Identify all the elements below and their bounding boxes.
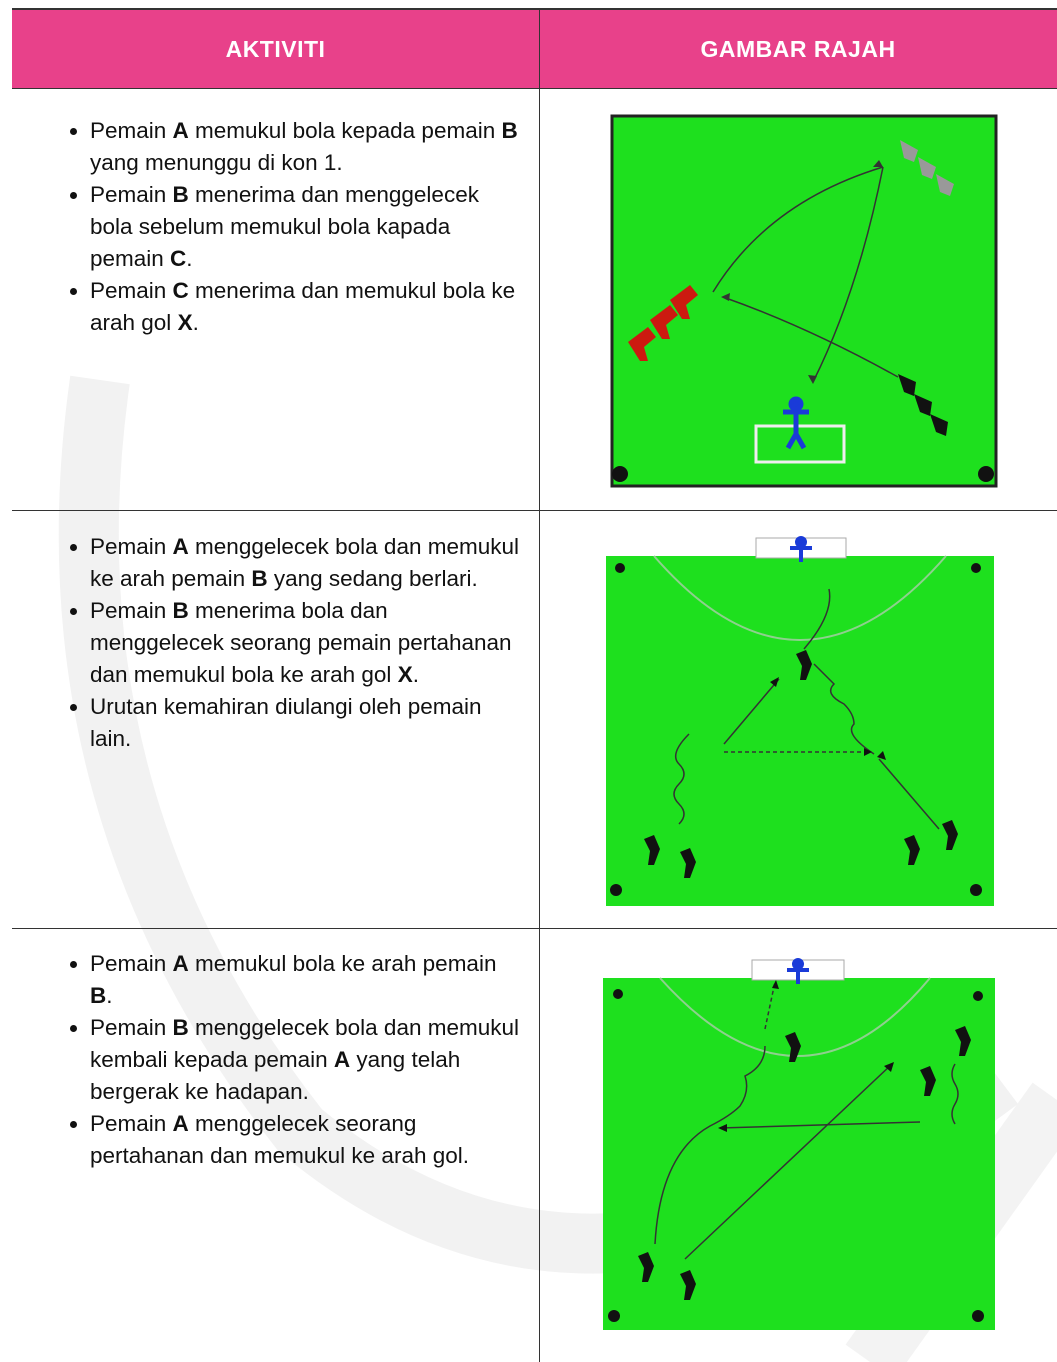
bold-text: A — [172, 118, 189, 143]
bold-text: B — [251, 566, 268, 591]
activity-cell: Pemain A memukul bola ke arah pemain B.P… — [36, 948, 522, 1172]
bullet-item: Urutan kemahiran diulangi oleh pemain la… — [90, 691, 522, 755]
bullet-list: Pemain A memukul bola ke arah pemain B.P… — [36, 948, 522, 1172]
text: menerima bola dan menggelecek seorang pe… — [90, 598, 512, 687]
text: Pemain — [90, 182, 173, 207]
text: Pemain — [90, 1111, 173, 1136]
row-divider — [12, 510, 1057, 511]
bullet-item: Pemain B menerima bola dan menggelecek s… — [90, 595, 522, 691]
bold-text: A — [172, 1111, 189, 1136]
text: menggelecek bola dan memukul kembali kep… — [90, 1015, 519, 1072]
text: Urutan kemahiran diulangi oleh pemain la… — [90, 694, 482, 751]
text: Pemain — [90, 118, 173, 143]
bullet-item: Pemain A menggelecek bola dan memukul ke… — [90, 531, 522, 595]
diagram — [603, 958, 995, 1330]
bold-text: A — [333, 1047, 351, 1072]
activity-cell: Pemain A memukul bola kepada pemain B ya… — [36, 115, 522, 339]
text: Pemain — [90, 534, 173, 559]
row-divider — [12, 88, 1057, 89]
text: . — [412, 662, 419, 687]
bullet-item: Pemain B menerima dan menggelecek bola s… — [90, 179, 522, 275]
text: yang telah bergerak ke hadapan. — [90, 1047, 461, 1104]
bullet-item: Pemain B menggelecek bola dan memukul ke… — [90, 1012, 522, 1108]
header-cell: GAMBAR RAJAH — [700, 36, 896, 62]
text: Pemain — [90, 1015, 173, 1040]
table-header: AKTIVITI GAMBAR RAJAH — [12, 8, 1057, 88]
text: Pemain — [90, 951, 173, 976]
text: Pemain — [90, 278, 173, 303]
row-divider — [12, 928, 1057, 929]
text: . — [106, 983, 113, 1008]
bullet-item: Pemain A memukul bola ke arah pemain B. — [90, 948, 522, 1012]
bold-text: B — [90, 983, 107, 1008]
text: menggelecek bola dan memukul ke arah pem… — [90, 534, 519, 591]
bold-text: B — [501, 118, 518, 143]
diagram — [606, 536, 994, 906]
text: memukul bola ke arah pemain — [188, 951, 497, 976]
text: menerima dan menggelecek bola sebelum me… — [90, 182, 479, 271]
bold-text: B — [172, 182, 189, 207]
column-divider — [539, 8, 540, 1362]
bold-text: B — [172, 598, 189, 623]
text: . — [186, 246, 193, 271]
bullet-item: Pemain A menggelecek seorang pertahanan … — [90, 1108, 522, 1172]
text: . — [192, 310, 199, 335]
bold-text: X — [177, 310, 193, 335]
text: yang menunggu di kon 1. — [90, 150, 343, 175]
bullet-list: Pemain A menggelecek bola dan memukul ke… — [36, 531, 522, 755]
bullet-item: Pemain A memukul bola kepada pemain B ya… — [90, 115, 522, 179]
bold-text: X — [397, 662, 413, 687]
activity-cell: Pemain A menggelecek bola dan memukul ke… — [36, 531, 522, 755]
bold-text: C — [172, 278, 189, 303]
bold-text: C — [170, 246, 187, 271]
bold-text: B — [172, 1015, 189, 1040]
text: menggelecek seorang pertahanan dan memuk… — [90, 1111, 469, 1168]
text: yang sedang berlari. — [267, 566, 478, 591]
text: Pemain — [90, 598, 173, 623]
bullet-item: Pemain C menerima dan memukul bola ke ar… — [90, 275, 522, 339]
diagram — [610, 114, 998, 488]
bold-text: A — [172, 951, 189, 976]
bold-text: A — [172, 534, 189, 559]
header-cell: AKTIVITI — [225, 36, 326, 62]
text: memukul bola kepada pemain — [188, 118, 502, 143]
text: menerima dan memukul bola ke arah gol — [90, 278, 516, 335]
bullet-list: Pemain A memukul bola kepada pemain B ya… — [36, 115, 522, 339]
